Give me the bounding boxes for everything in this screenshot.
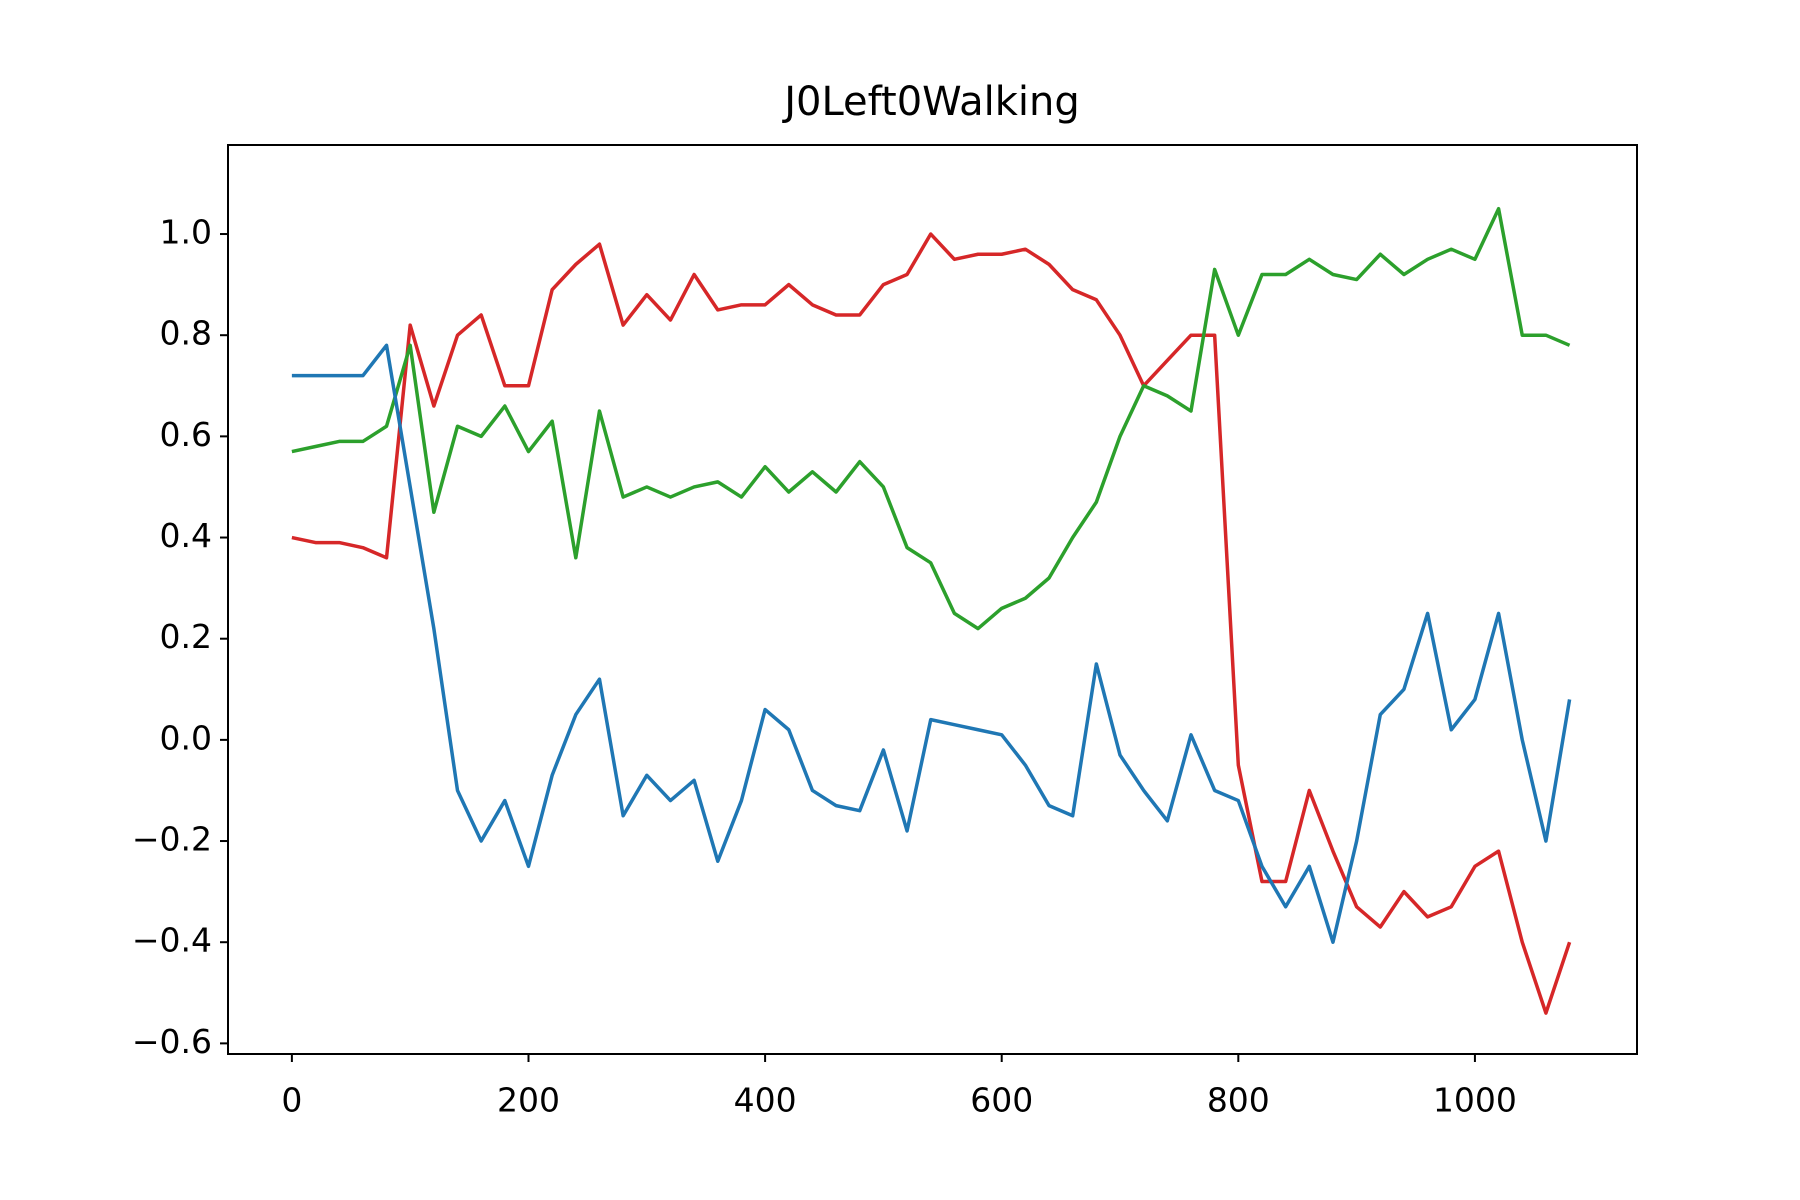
chart-title: J0Left0Walking <box>781 79 1080 125</box>
y-tick-label: −0.6 <box>132 1022 212 1061</box>
y-tick-label: −0.4 <box>132 921 212 960</box>
x-tick-label: 600 <box>970 1081 1033 1120</box>
x-tick-label: 800 <box>1207 1081 1270 1120</box>
plot-frame <box>227 144 1638 1055</box>
y-tick-label: −0.2 <box>132 820 212 859</box>
y-tick-label: 0.4 <box>160 516 212 555</box>
data-line <box>291 206 1571 631</box>
x-tick-label: 1000 <box>1433 1081 1517 1120</box>
y-tick-label: 0.8 <box>160 314 212 353</box>
data-line <box>291 232 1572 1015</box>
x-tick-label: 200 <box>497 1081 560 1120</box>
y-tick-label: 0.6 <box>160 415 212 454</box>
y-tick-label: 0.0 <box>160 718 212 757</box>
y-tick-label: 1.0 <box>160 213 212 252</box>
x-tick-label: 0 <box>281 1081 302 1120</box>
data-line <box>291 343 1572 944</box>
x-tick-label: 400 <box>734 1081 797 1120</box>
y-tick-label: 0.2 <box>160 617 212 656</box>
